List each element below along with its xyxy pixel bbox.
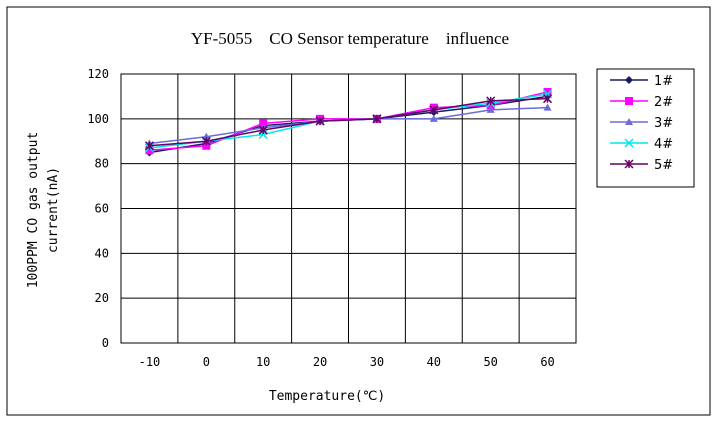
x-tick-label: 60	[540, 355, 554, 369]
y-tick-label: 0	[102, 336, 109, 350]
y-tick-label: 120	[87, 67, 109, 81]
y-tick-label: 100	[87, 112, 109, 126]
y-tick-labels: 0 20 40 60 80 100 120	[87, 67, 109, 350]
x-tick-label: 30	[370, 355, 384, 369]
legend: 1# 2# 3# 4# 5#	[610, 74, 673, 173]
data-point	[202, 141, 211, 150]
legend-marker	[624, 138, 634, 148]
data-point	[543, 94, 553, 104]
x-tick-labels: -10 0 10 20 30 40 50 60	[139, 355, 555, 369]
data-point	[258, 125, 268, 135]
y-tick-label: 80	[95, 157, 109, 171]
x-tick-label: 20	[313, 355, 327, 369]
data-point	[372, 114, 382, 124]
legend-item: 1#	[610, 74, 673, 89]
x-tick-label: 10	[256, 355, 270, 369]
y-axis-label: 100PPM CO gas output current(nA)	[26, 132, 61, 289]
legend-marker	[625, 97, 633, 105]
y-tick-label: 40	[95, 246, 109, 260]
x-tick-label: 40	[427, 355, 441, 369]
legend-marker	[624, 159, 634, 169]
x-tick-label: -10	[139, 355, 161, 369]
series-line	[149, 91, 548, 151]
data-point	[429, 105, 439, 115]
legend-item: 2#	[610, 95, 673, 110]
legend-marker	[625, 76, 633, 84]
x-axis-label: Temperature(℃)	[269, 389, 385, 404]
data-point	[543, 87, 552, 96]
y-axis-label-line-1: 100PPM CO gas output	[26, 132, 41, 289]
grid-layer	[121, 74, 576, 343]
legend-item: 4#	[610, 137, 673, 152]
legend-label: 2#	[654, 95, 673, 110]
data-point	[429, 114, 438, 122]
legend-label: 3#	[654, 116, 673, 131]
y-axis-label-line-2: current(nA)	[46, 167, 61, 253]
data-point	[259, 119, 268, 128]
x-tick-label: 0	[203, 355, 210, 369]
y-tick-label: 20	[95, 291, 109, 305]
data-point	[202, 132, 211, 140]
legend-label: 4#	[654, 137, 673, 152]
data-point	[486, 96, 496, 106]
legend-label: 5#	[654, 158, 673, 173]
series-5	[144, 94, 553, 151]
legend-marker	[625, 118, 633, 125]
data-point	[315, 116, 325, 126]
series-line	[149, 97, 548, 147]
data-point	[486, 105, 495, 113]
data-point	[145, 146, 154, 155]
y-tick-label: 60	[95, 202, 109, 216]
data-point	[201, 136, 211, 146]
chart-title: YF-5055 CO Sensor temperature influence	[191, 29, 509, 48]
legend-item: 3#	[610, 116, 673, 131]
legend-label: 1#	[654, 74, 673, 89]
legend-box	[596, 68, 695, 188]
x-tick-label: 50	[483, 355, 497, 369]
series-layer	[144, 87, 553, 157]
data-point	[543, 103, 552, 111]
legend-item: 5#	[610, 158, 673, 173]
data-point	[144, 141, 154, 151]
data-point	[486, 101, 495, 110]
